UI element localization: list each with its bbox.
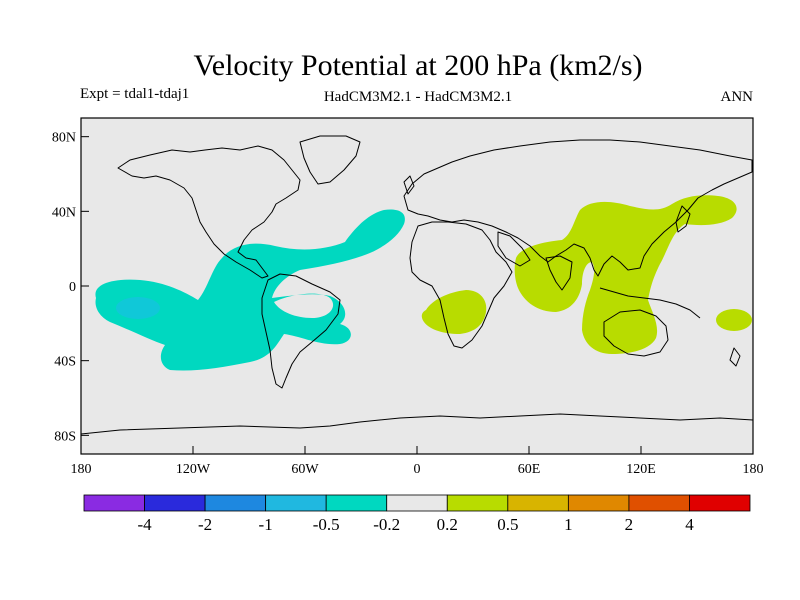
coastline-australia — [603, 309, 669, 357]
coastline-greenland — [299, 135, 361, 185]
lat-tick-label: 80N — [52, 131, 76, 146]
colorbar-swatch — [628, 494, 690, 512]
coastline-uk — [403, 175, 415, 195]
coastline-north-america — [117, 145, 301, 279]
colorbar-swatch — [325, 494, 388, 512]
colorbar-swatch — [446, 494, 509, 512]
model-label: HadCM3M2.1 - HadCM3M2.1 — [324, 89, 512, 105]
coastline-indonesia — [599, 287, 701, 319]
latitude-axis: 80N 40N 0 40S 80S — [52, 131, 89, 444]
colorbar-swatch — [144, 494, 206, 512]
colorbar-label: 2 — [625, 515, 634, 534]
colorbar-swatch — [83, 494, 145, 512]
colorbar-label: -0.2 — [373, 515, 400, 534]
lat-tick-label: 40S — [54, 355, 76, 370]
lon-tick-label: 60E — [518, 462, 541, 477]
coastline-new-zealand — [729, 347, 741, 367]
colorbar-label: -4 — [137, 515, 152, 534]
positive-anomaly-region-africa — [421, 290, 487, 334]
lon-tick-label: 0 — [414, 462, 421, 477]
colorbar-swatch — [507, 494, 569, 512]
colorbar-label: 1 — [564, 515, 573, 534]
colorbar-swatch — [204, 494, 267, 512]
colorbar-label: 0.2 — [437, 515, 458, 534]
positive-anomaly-region-asia — [514, 195, 737, 354]
coastline-africa — [409, 221, 513, 349]
lat-tick-label: 40N — [52, 205, 76, 220]
colorbar-swatch — [265, 494, 327, 512]
lon-tick-label: 60W — [291, 462, 319, 477]
colorbar-label: 0.5 — [497, 515, 518, 534]
coastlines — [81, 135, 753, 435]
coastline-antarctica — [81, 413, 753, 435]
strong-negative-core — [116, 297, 160, 319]
positive-anomaly-region-pacific — [716, 309, 752, 331]
coastline-eurasia — [403, 139, 753, 277]
season-label: ANN — [721, 89, 754, 105]
colorbar-swatch — [567, 494, 630, 512]
lon-tick-label: 180 — [71, 462, 92, 477]
lon-tick-label: 120W — [176, 462, 211, 477]
negative-anomaly-region — [95, 209, 405, 371]
coastline-arabia — [497, 231, 531, 267]
lon-tick-label: 120E — [626, 462, 656, 477]
map-layers — [81, 135, 753, 435]
coastline-japan — [675, 205, 691, 233]
colorbar-swatch — [689, 494, 751, 512]
map-background — [81, 118, 753, 454]
colorbar-label: -2 — [198, 515, 212, 534]
lat-tick-label: 80S — [54, 429, 76, 444]
colorbar-label: -1 — [259, 515, 273, 534]
colorbar-label: -0.5 — [313, 515, 340, 534]
colorbar: -4 -2 -1 -0.5 -0.2 0.2 0.5 1 2 4 — [83, 494, 751, 534]
lat-tick-label: 0 — [69, 280, 76, 295]
coastline-india — [545, 255, 573, 291]
longitude-axis: 180 120W 60W 0 60E 120E 180 — [71, 446, 764, 477]
lon-tick-label: 180 — [743, 462, 764, 477]
colorbar-swatch — [386, 494, 448, 512]
coastline-south-america — [261, 273, 341, 389]
experiment-label: Expt = tdal1-tdaj1 — [80, 86, 189, 102]
colorbar-label: 4 — [685, 515, 694, 534]
figure-title: Velocity Potential at 200 hPa (km2/s) — [193, 49, 642, 82]
